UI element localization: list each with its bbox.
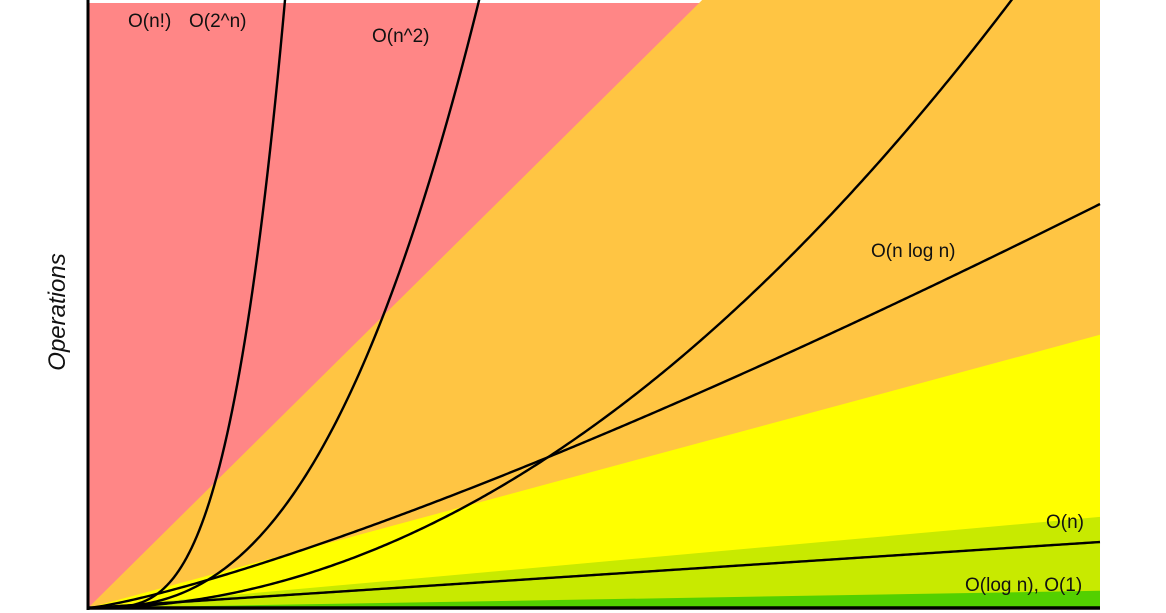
- curve-linear: [87, 540, 1101, 610]
- zones-layer: [88, 0, 1100, 608]
- curve-exp2: [88, 0, 481, 610]
- zone-excellent: [88, 590, 1100, 608]
- label-quadratic: O(n^2): [372, 26, 430, 47]
- label-exponential: O(2^n): [189, 11, 247, 32]
- curve-nlogn: [87, 202, 1101, 610]
- label-nlogn: O(n log n): [871, 241, 956, 262]
- label-linear: O(n): [1046, 512, 1084, 533]
- y-axis-label: Operations: [44, 253, 71, 371]
- zone-good: [88, 516, 1100, 608]
- label-log-constant: O(log n), O(1): [965, 575, 1083, 596]
- label-factorial: O(n!): [128, 11, 172, 32]
- axes-layer: [86, 0, 1100, 610]
- curve-square: [88, 0, 1014, 610]
